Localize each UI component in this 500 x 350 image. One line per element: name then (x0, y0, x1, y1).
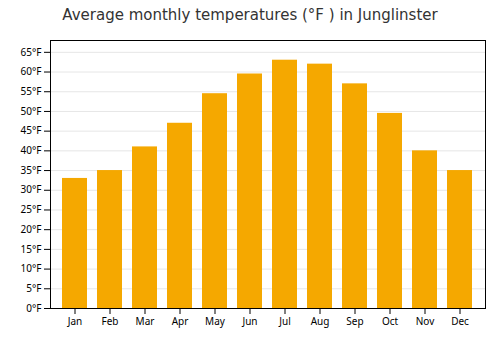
svg-text:Mar: Mar (136, 314, 155, 328)
svg-text:55°F: 55°F (21, 84, 42, 98)
svg-text:20°F: 20°F (21, 222, 42, 236)
svg-text:50°F: 50°F (21, 104, 42, 118)
svg-text:40°F: 40°F (21, 143, 42, 157)
html-text:Average monthly temperatures (: Average monthly temperatures (°F ) in Ju… (62, 6, 438, 24)
svg-text:Aug: Aug (311, 314, 330, 328)
svg-text:Jun: Jun (241, 314, 257, 328)
svg-text:Feb: Feb (102, 314, 119, 328)
svg-text:30°F: 30°F (21, 182, 42, 196)
svg-text:Nov: Nov (416, 314, 435, 328)
svg-text:Dec: Dec (451, 314, 469, 328)
svg-text:Jan: Jan (67, 314, 83, 328)
svg-text:Jul: Jul (278, 314, 291, 328)
svg-text:5°F: 5°F (26, 281, 41, 295)
svg-text:60°F: 60°F (21, 64, 42, 78)
svg-text:10°F: 10°F (21, 261, 42, 275)
svg-text:Apr: Apr (172, 314, 189, 328)
svg-text:35°F: 35°F (21, 163, 42, 177)
svg-text:15°F: 15°F (21, 242, 42, 256)
svg-text:Oct: Oct (382, 314, 399, 328)
svg-text:65°F: 65°F (21, 45, 42, 59)
svg-text:0°F: 0°F (26, 301, 41, 315)
svg-text:25°F: 25°F (21, 202, 42, 216)
svg-text:45°F: 45°F (21, 123, 42, 137)
svg-text:May: May (205, 314, 226, 328)
svg-text:Sep: Sep (346, 314, 363, 328)
